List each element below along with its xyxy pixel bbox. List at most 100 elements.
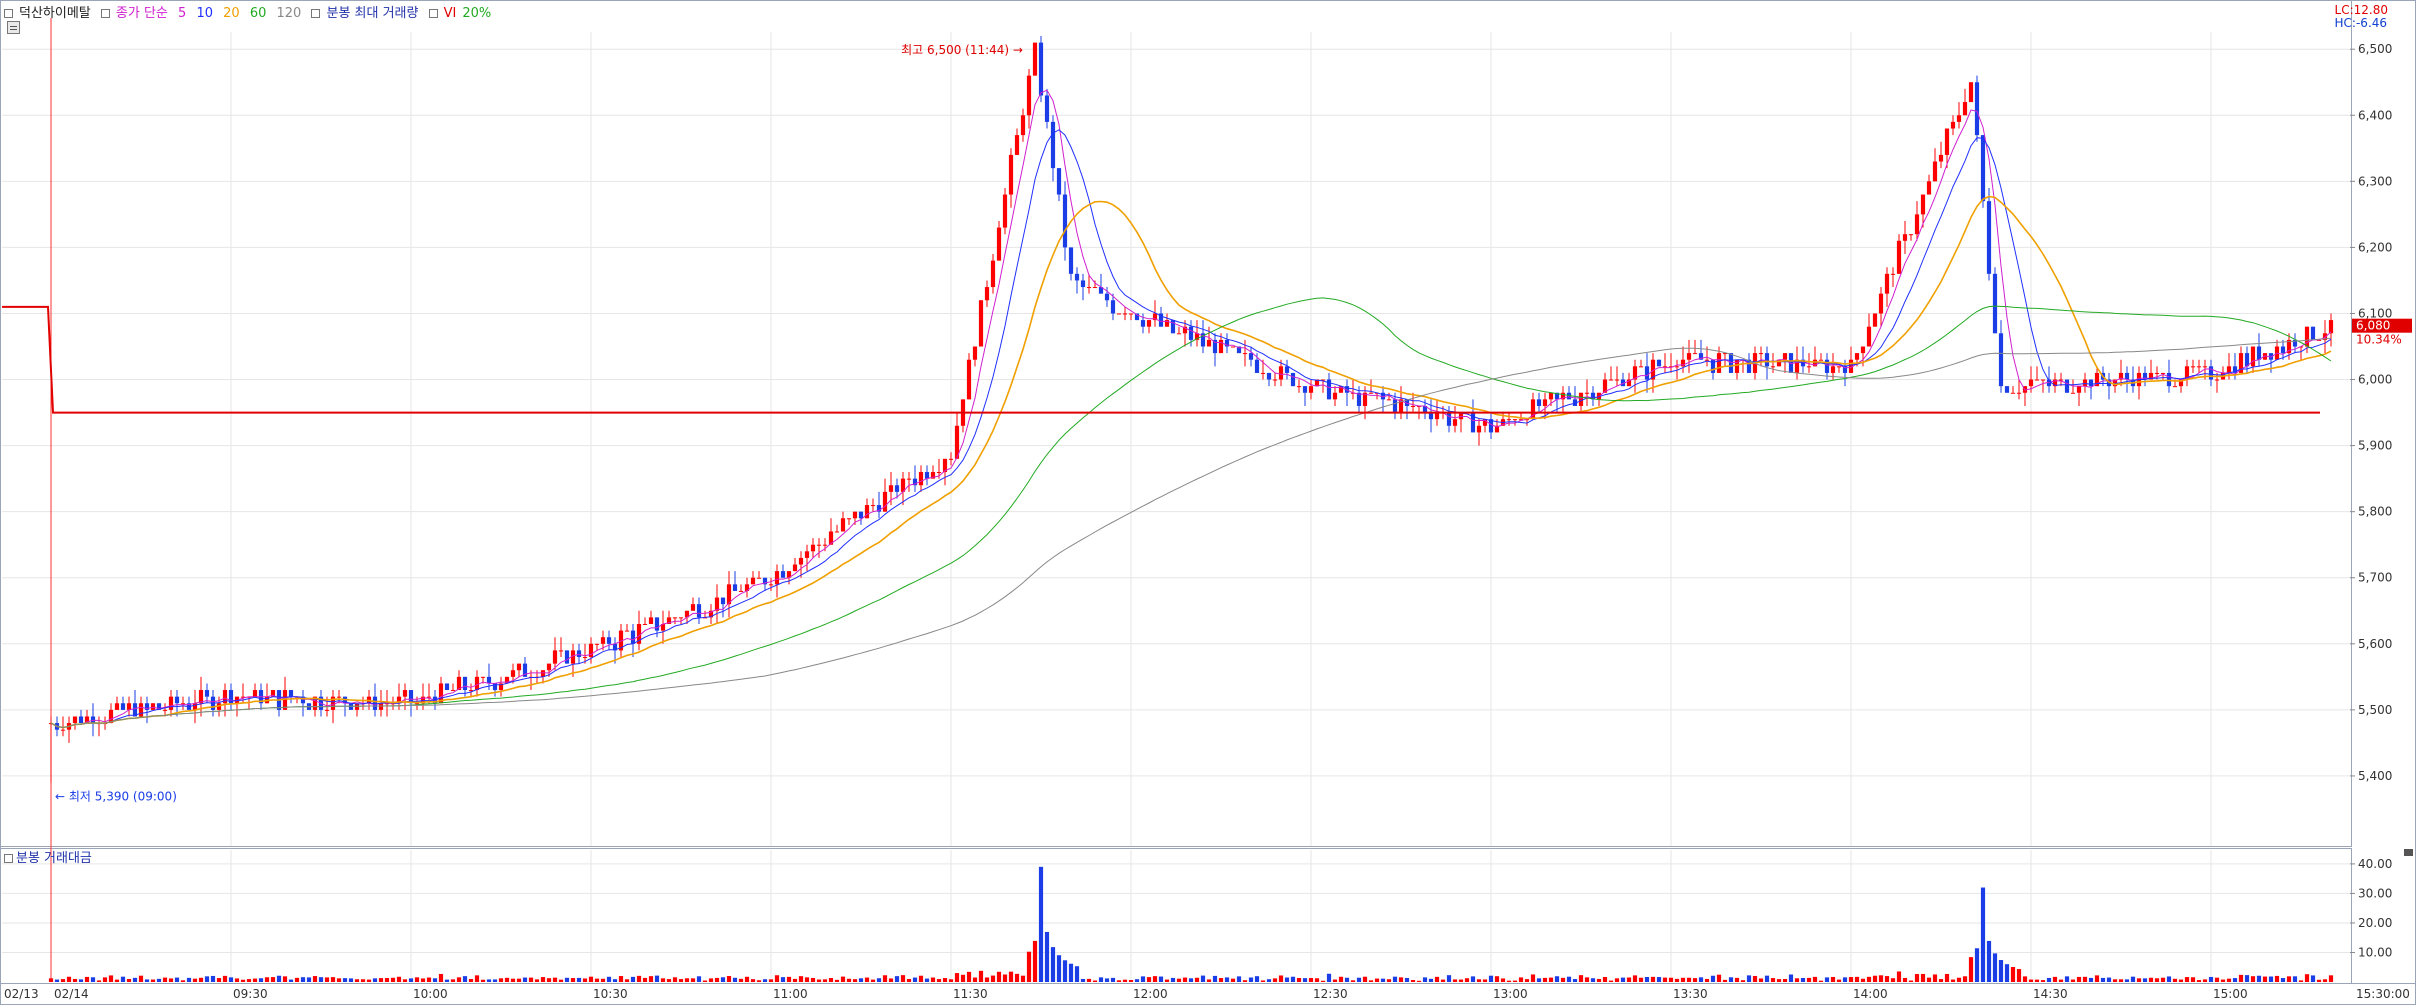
candle-body[interactable] xyxy=(1608,379,1614,381)
candle-body[interactable] xyxy=(1398,399,1404,413)
candle-body[interactable] xyxy=(1710,359,1716,373)
volume-bar[interactable] xyxy=(1974,948,1980,982)
volume-bar[interactable] xyxy=(1188,978,1194,982)
candle-body[interactable] xyxy=(1512,419,1518,421)
candle-body[interactable] xyxy=(1080,280,1086,288)
candle-body[interactable] xyxy=(2094,372,2100,387)
volume-bar[interactable] xyxy=(1062,960,1068,982)
volume-bar[interactable] xyxy=(1590,978,1596,982)
volume-bar[interactable] xyxy=(1008,971,1014,982)
volume-bar[interactable] xyxy=(228,977,234,982)
candle-body[interactable] xyxy=(966,359,972,400)
volume-bar[interactable] xyxy=(2280,978,2286,982)
candle-body[interactable] xyxy=(612,643,618,651)
candle-body[interactable] xyxy=(2160,372,2166,374)
volume-bar[interactable] xyxy=(294,977,300,982)
volume-bar[interactable] xyxy=(1446,975,1452,982)
candle-body[interactable] xyxy=(156,703,162,710)
candle-body[interactable] xyxy=(1572,399,1578,406)
volume-bar[interactable] xyxy=(1374,978,1380,982)
candle-body[interactable] xyxy=(1800,359,1806,367)
volume-bar[interactable] xyxy=(906,979,912,982)
candle-body[interactable] xyxy=(696,604,702,618)
candle-body[interactable] xyxy=(1536,399,1542,406)
volume-bar[interactable] xyxy=(1440,979,1446,982)
candle-body[interactable] xyxy=(1014,135,1020,155)
candle-body[interactable] xyxy=(1260,372,1266,374)
volume-bar[interactable] xyxy=(396,976,402,982)
candle-body[interactable] xyxy=(1200,333,1206,347)
candle-body[interactable] xyxy=(756,577,762,579)
candle-body[interactable] xyxy=(1182,326,1188,334)
volume-bar[interactable] xyxy=(1662,977,1668,982)
candle-body[interactable] xyxy=(222,690,228,704)
candle-body[interactable] xyxy=(624,630,630,632)
candle-body[interactable] xyxy=(606,637,612,644)
volume-bar[interactable] xyxy=(1830,976,1836,982)
candle-body[interactable] xyxy=(2250,346,2256,367)
volume-bar[interactable] xyxy=(1998,960,2004,982)
candle-body[interactable] xyxy=(720,597,726,605)
volume-bar[interactable] xyxy=(648,976,654,982)
candle-body[interactable] xyxy=(780,571,786,578)
volume-bar[interactable] xyxy=(2178,979,2184,982)
volume-bar[interactable] xyxy=(1176,978,1182,982)
volume-bar[interactable] xyxy=(444,979,450,982)
volume-bar[interactable] xyxy=(1806,977,1812,982)
candle-body[interactable] xyxy=(1686,353,1692,360)
volume-bar[interactable] xyxy=(1014,973,1020,982)
volume-bar[interactable] xyxy=(2322,979,2328,982)
candle-body[interactable] xyxy=(2016,392,2022,394)
volume-bar[interactable] xyxy=(1392,976,1398,982)
volume-bar[interactable] xyxy=(1074,966,1080,982)
candle-body[interactable] xyxy=(126,703,132,710)
candle-body[interactable] xyxy=(1488,419,1494,433)
volume-bar[interactable] xyxy=(360,979,366,982)
volume-bar[interactable] xyxy=(384,978,390,982)
volume-bar[interactable] xyxy=(2130,976,2136,982)
candle-body[interactable] xyxy=(1110,300,1116,314)
volume-bar[interactable] xyxy=(1248,977,1254,982)
candle-body[interactable] xyxy=(1956,115,1962,122)
candle-body[interactable] xyxy=(378,703,384,710)
volume-bar[interactable] xyxy=(768,979,774,982)
volume-bar[interactable] xyxy=(2136,978,2142,982)
candle-body[interactable] xyxy=(1320,379,1326,381)
volume-bar[interactable] xyxy=(1182,977,1188,982)
candle-body[interactable] xyxy=(1578,392,1584,406)
volume-bar[interactable] xyxy=(660,978,666,982)
candle-body[interactable] xyxy=(2292,339,2298,347)
volume-bar[interactable] xyxy=(1584,977,1590,982)
volume-bar[interactable] xyxy=(414,977,420,982)
candle-body[interactable] xyxy=(1506,419,1512,421)
candle-body[interactable] xyxy=(1908,234,1914,236)
volume-bar[interactable] xyxy=(2148,977,2154,982)
volume-bar[interactable] xyxy=(714,977,720,982)
candle-body[interactable] xyxy=(114,703,120,710)
candle-body[interactable] xyxy=(402,690,408,697)
volume-bar[interactable] xyxy=(1710,975,1716,982)
candle-body[interactable] xyxy=(630,630,636,644)
volume-bar[interactable] xyxy=(1296,977,1302,982)
candle-body[interactable] xyxy=(750,577,756,585)
volume-bar[interactable] xyxy=(330,977,336,982)
volume-bar[interactable] xyxy=(2262,976,2268,982)
candle-body[interactable] xyxy=(1362,392,1368,406)
volume-bar[interactable] xyxy=(702,980,708,982)
volume-bar[interactable] xyxy=(600,978,606,982)
candle-body[interactable] xyxy=(1116,313,1122,315)
candle-body[interactable] xyxy=(882,491,888,512)
volume-bar[interactable] xyxy=(210,975,216,982)
candle-body[interactable] xyxy=(2226,366,2232,373)
candle-body[interactable] xyxy=(1236,346,1242,354)
candle-body[interactable] xyxy=(1584,392,1590,394)
candle-body[interactable] xyxy=(1590,392,1596,400)
candle-body[interactable] xyxy=(1920,194,1926,215)
candle-body[interactable] xyxy=(828,531,834,545)
candle-body[interactable] xyxy=(504,676,510,684)
volume-bar[interactable] xyxy=(480,979,486,982)
volume-bar[interactable] xyxy=(984,977,990,982)
candle-body[interactable] xyxy=(684,610,690,618)
volume-bar[interactable] xyxy=(222,975,228,982)
candle-body[interactable] xyxy=(1884,273,1890,294)
